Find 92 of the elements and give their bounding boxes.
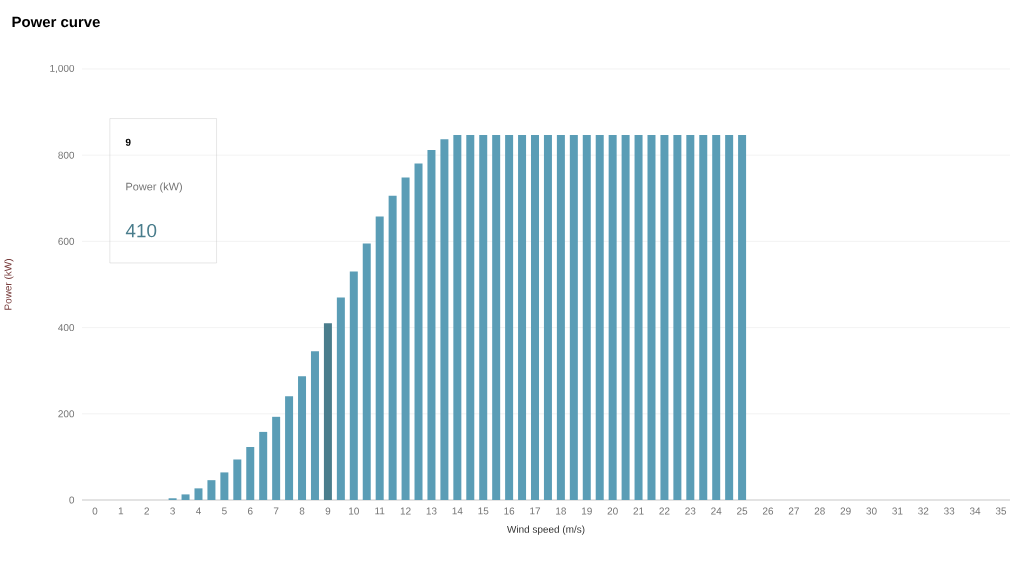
bar <box>298 376 307 500</box>
bar <box>388 195 397 500</box>
x-tick-label: 7 <box>273 507 279 515</box>
bar <box>505 134 514 500</box>
bar <box>621 134 630 500</box>
x-tick-label: 3 <box>170 507 175 515</box>
x-tick-label: 27 <box>788 507 799 515</box>
bar <box>595 134 604 500</box>
annotation: Power (kW) <box>126 182 182 193</box>
bar <box>259 431 268 500</box>
x-tick-label: 20 <box>607 507 618 515</box>
bar <box>686 134 695 500</box>
x-tick-label: 0 <box>92 507 98 515</box>
x-tick-label: 29 <box>840 507 851 515</box>
bar <box>194 488 203 500</box>
bar <box>582 134 591 500</box>
y-tick-label: 800 <box>58 151 75 159</box>
bar <box>660 134 669 500</box>
x-tick-label: 14 <box>452 507 463 515</box>
x-axis-title: Wind speed (m/s) <box>507 525 585 535</box>
bar <box>738 134 747 500</box>
bar <box>233 459 242 500</box>
y-tick-label: 400 <box>58 324 75 332</box>
x-tick-label: 31 <box>892 507 903 515</box>
annotation: 410 <box>125 223 157 238</box>
x-tick-label: 21 <box>633 507 644 515</box>
x-tick-label: 30 <box>866 507 877 515</box>
x-tick-label: 33 <box>944 507 955 515</box>
x-tick-label: 8 <box>299 507 305 515</box>
x-tick-label: 12 <box>400 507 411 515</box>
bar <box>725 134 734 500</box>
bar <box>220 472 229 500</box>
x-tick-label: 34 <box>969 507 981 515</box>
bar <box>569 134 578 500</box>
x-tick-label: 6 <box>247 507 253 515</box>
chart-title: Power curve <box>12 16 100 28</box>
bar <box>608 134 617 500</box>
x-tick-label: 5 <box>222 507 227 515</box>
x-tick-label: 24 <box>711 507 722 515</box>
bar <box>181 494 190 500</box>
bar <box>440 139 449 500</box>
x-tick-label: 28 <box>814 507 825 515</box>
bar <box>285 396 294 500</box>
bar <box>634 134 643 500</box>
x-tick-label: 16 <box>504 507 515 515</box>
x-tick-label: 19 <box>582 507 592 515</box>
bar <box>362 243 371 500</box>
x-tick-label: 10 <box>349 507 359 515</box>
x-tick-label: 22 <box>659 507 670 515</box>
x-tick-label: 35 <box>995 507 1007 515</box>
x-tick-label: 11 <box>375 507 385 515</box>
bar <box>556 134 565 500</box>
bar <box>336 297 345 500</box>
bar <box>310 351 319 500</box>
bar <box>349 271 358 500</box>
x-tick-label: 4 <box>195 507 201 515</box>
x-tick-label: 23 <box>685 507 696 515</box>
bar <box>712 134 721 500</box>
bar <box>246 446 255 500</box>
x-tick-label: 9 <box>325 507 331 515</box>
bar <box>647 134 656 500</box>
x-tick-label: 15 <box>478 507 489 515</box>
x-tick-label: 2 <box>144 507 149 515</box>
bar <box>272 416 281 500</box>
y-tick-label: 1,000 <box>50 64 75 74</box>
bar <box>673 134 682 500</box>
bar <box>492 134 501 500</box>
x-tick-label: 1 <box>118 507 124 515</box>
bar <box>543 134 552 500</box>
x-tick-label: 26 <box>762 507 774 515</box>
bar <box>427 150 436 500</box>
x-tick-label: 18 <box>556 507 566 515</box>
x-tick-label: 32 <box>918 507 929 515</box>
bar <box>479 134 488 500</box>
bar <box>531 134 539 500</box>
bar <box>699 134 708 500</box>
x-tick-label: 17 <box>530 507 541 515</box>
y-tick-label: 200 <box>58 410 75 418</box>
bar <box>453 134 462 500</box>
bar <box>207 480 216 500</box>
x-tick-label: 25 <box>737 507 748 515</box>
x-tick-label: 13 <box>426 507 437 515</box>
bar <box>401 177 410 500</box>
bar <box>466 134 475 500</box>
bar <box>414 163 423 500</box>
bar <box>518 134 527 500</box>
y-axis-title: Power (kW) <box>4 259 14 310</box>
y-tick-label: 0 <box>69 496 75 504</box>
bar <box>323 323 332 500</box>
y-tick-label: 600 <box>58 237 75 245</box>
bar <box>375 216 384 500</box>
annotation: 9 <box>125 138 131 146</box>
